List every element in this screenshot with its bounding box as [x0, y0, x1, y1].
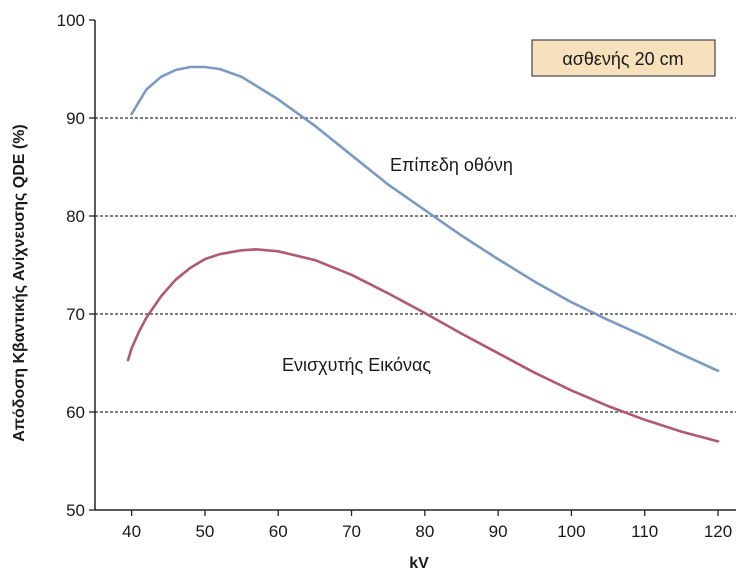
- y-tick-label-70: 70: [66, 305, 85, 324]
- x-tick-label-60: 60: [269, 522, 288, 541]
- x-tick-label-100: 100: [557, 522, 585, 541]
- y-tick-label-50: 50: [66, 501, 85, 520]
- y-axis-title: Απόδοση Κβαντικής Ανίχνευσης QDE (%): [11, 124, 28, 442]
- x-tick-label-40: 40: [122, 522, 141, 541]
- x-tick-label-80: 80: [415, 522, 434, 541]
- patient-annotation-text: ασθενής 20 cm: [562, 49, 683, 69]
- x-tick-label-70: 70: [342, 522, 361, 541]
- series-lines: [126, 65, 720, 443]
- y-tick-label-60: 60: [66, 403, 85, 422]
- patient-annotation-box: ασθενής 20 cm: [531, 39, 716, 77]
- series-line-image-intensifier: [126, 248, 720, 443]
- series-line-flat-panel: [130, 65, 720, 373]
- x-tick-label-110: 110: [631, 522, 658, 541]
- x-axis-title: kV: [409, 555, 429, 572]
- y-tick-label-100: 100: [57, 11, 85, 30]
- series-label-flat-panel: Επίπεδη οθόνη: [390, 155, 513, 175]
- x-tick-label-50: 50: [195, 522, 214, 541]
- gridlines: [95, 117, 736, 413]
- y-tick-label-90: 90: [66, 109, 85, 128]
- x-tick-label-120: 120: [704, 522, 732, 541]
- x-tick-label-90: 90: [489, 522, 508, 541]
- tick-labels: 50 60 70 80 90 100 40 50 60 70 80 90 100 110 120: [57, 11, 733, 541]
- series-label-image-intensifier: Ενισχυτής Εικόνας: [282, 355, 431, 375]
- axes: [94, 20, 736, 511]
- y-tick-label-80: 80: [66, 207, 85, 226]
